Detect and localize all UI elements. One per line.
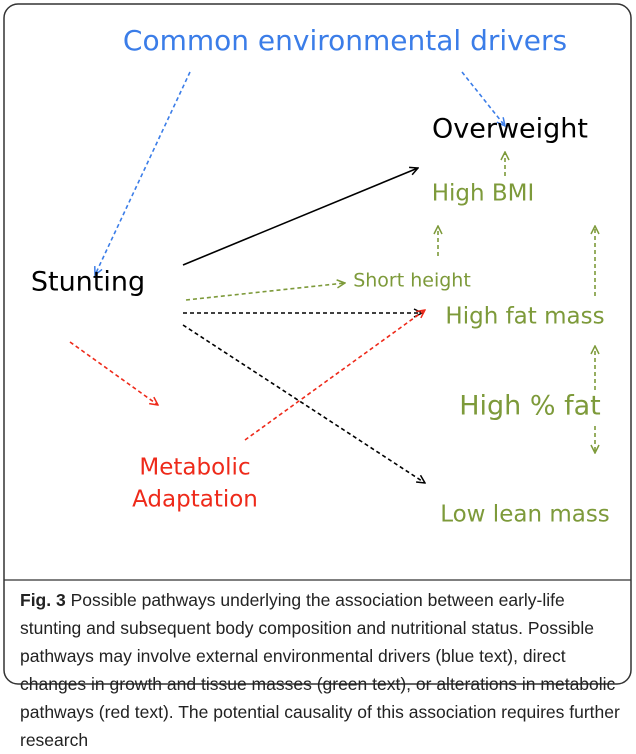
node-label: Metabolic — [139, 455, 250, 481]
node-label: High BMI — [432, 181, 535, 207]
arrow — [461, 71, 505, 126]
arrow — [244, 310, 425, 441]
frame — [3, 3, 632, 685]
arrows — [69, 71, 595, 483]
caption-label: Fig. 3 — [20, 590, 66, 610]
arrow — [95, 71, 191, 275]
node-label: High % fat — [459, 391, 601, 422]
arrow — [182, 324, 425, 483]
node-label: Short height — [353, 270, 471, 292]
caption-text: Possible pathways underlying the associa… — [20, 590, 620, 750]
node-label: High fat mass — [445, 304, 604, 330]
node-label: Adaptation — [132, 487, 258, 513]
node-label: Overweight — [432, 114, 588, 145]
node-label: Stunting — [31, 267, 145, 298]
caption: Fig. 3 Possible pathways underlying the … — [20, 586, 620, 754]
arrow — [185, 283, 345, 301]
figure: Common environmental drivers Overweight … — [3, 3, 632, 750]
node-label: Common environmental drivers — [123, 24, 567, 57]
diagram: Common environmental drivers Overweight … — [3, 3, 632, 685]
node-label: Low lean mass — [440, 502, 610, 528]
arrow — [182, 168, 418, 266]
arrow — [69, 341, 158, 405]
